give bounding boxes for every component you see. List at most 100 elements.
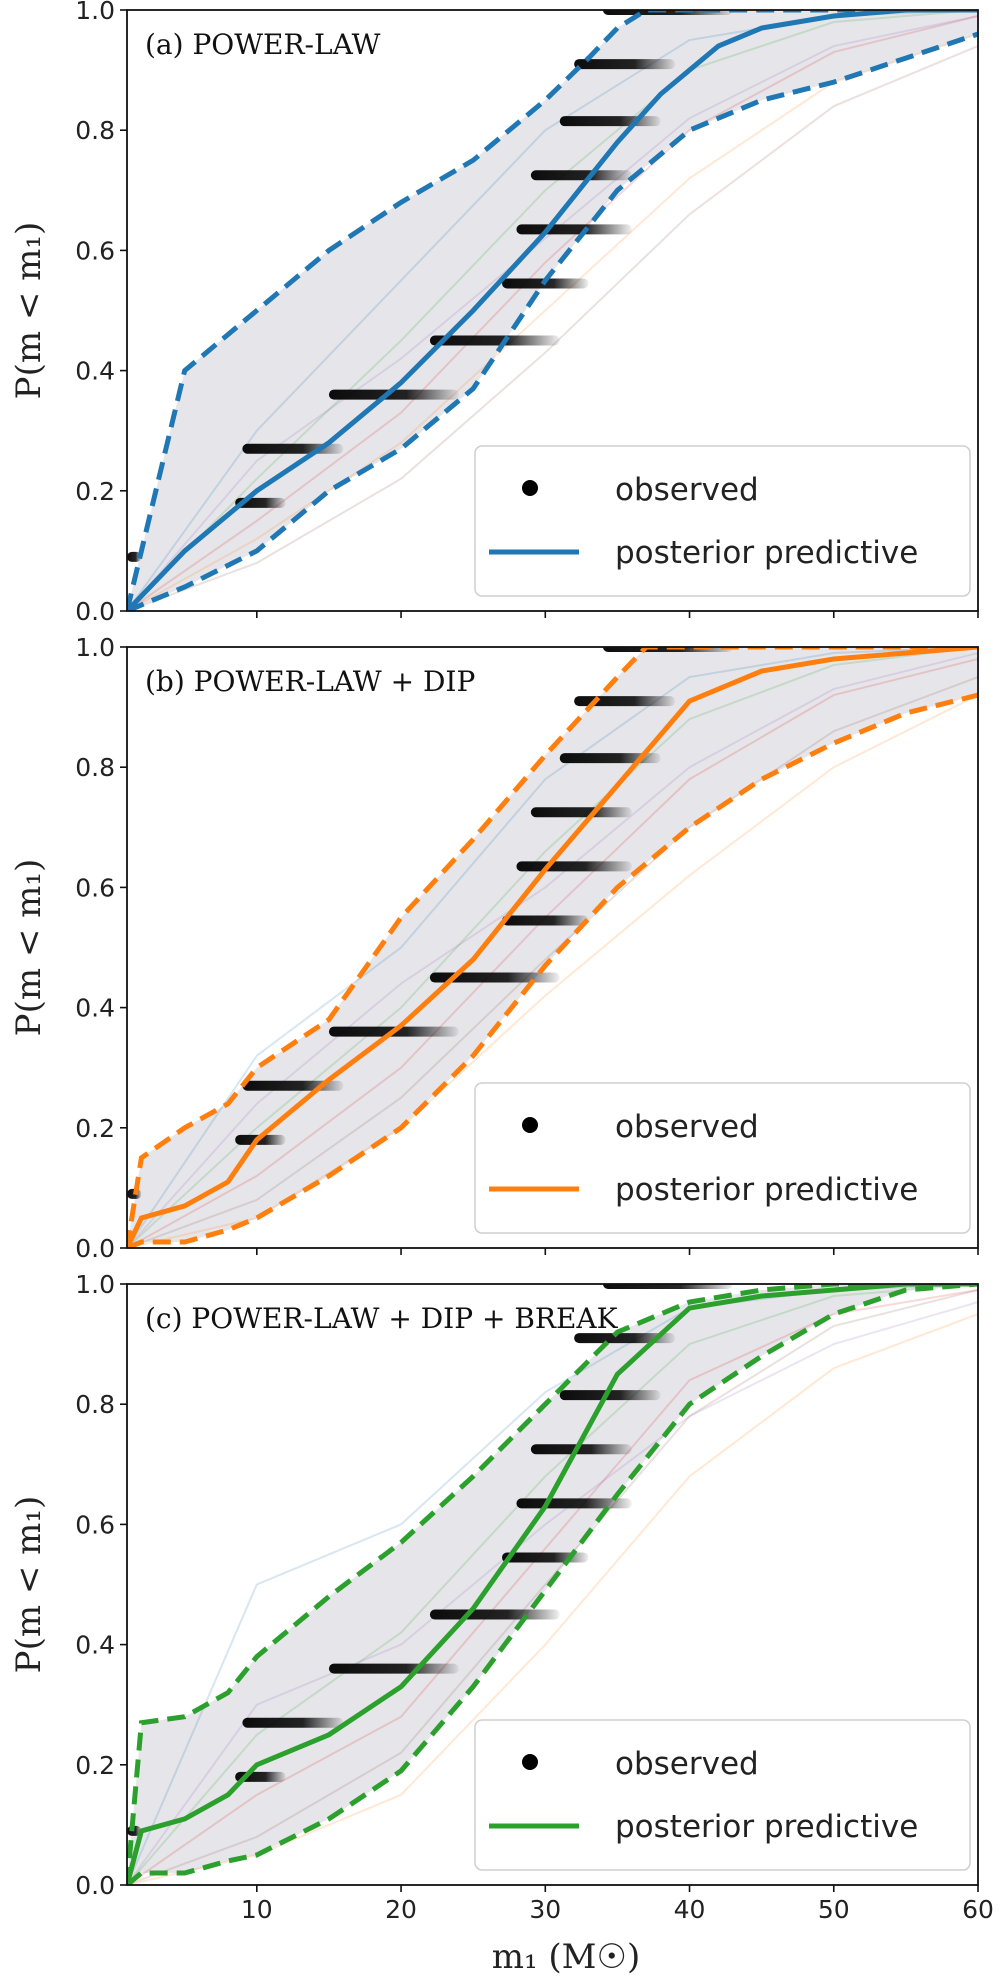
posterior-sample-curve	[127, 647, 978, 1248]
legend: observed posterior predictive	[474, 1719, 971, 1871]
observed-point	[559, 1390, 661, 1401]
x-tick: 60	[962, 1885, 994, 1924]
y-tick: 0.0	[75, 1871, 127, 1900]
posterior-lower-bound	[127, 1284, 978, 1885]
y-tick-label: 0.0	[75, 597, 115, 626]
panel-title: (b) POWER-LAW + DIP	[145, 665, 475, 698]
legend-box	[474, 1082, 971, 1234]
y-tick: 0.4	[75, 357, 127, 386]
observed-point	[602, 1284, 733, 1289]
observed-point	[242, 1717, 344, 1728]
posterior-sample-curve	[127, 676, 978, 1248]
legend: observed posterior predictive	[474, 445, 971, 597]
legend-posterior-label: posterior predictive	[615, 1809, 918, 1845]
y-tick-label: 0.6	[75, 1510, 115, 1539]
y-tick-label: 0.8	[75, 1390, 115, 1419]
y-axis-label: P(m < m₁)	[9, 222, 49, 400]
posterior-sample-curve	[127, 1301, 978, 1885]
posterior-lower-bound	[127, 31, 978, 611]
observed-point	[429, 972, 560, 983]
panel-title: (a) POWER-LAW	[145, 28, 381, 61]
posterior-upper-bound	[127, 10, 978, 611]
posterior-sample-curve	[127, 10, 978, 611]
y-tick-label: 0.2	[75, 477, 115, 506]
posterior-sample-curve	[127, 647, 978, 1248]
x-tick-label: 50	[818, 1895, 850, 1924]
observed-point	[328, 389, 459, 400]
panel-c: 0.0 0.2 0.4 0.6 0.8 1.0 10 20 30 40 50 60 P(m < m₁) (…	[9, 1270, 994, 1924]
x-axis-label: m₁ (M☉)	[492, 1937, 641, 1977]
legend-posterior-label: posterior predictive	[615, 1172, 918, 1208]
legend-observed-label: observed	[615, 472, 759, 508]
y-axis-label: P(m < m₁)	[9, 1496, 49, 1674]
posterior-sample-curve	[127, 15, 978, 611]
posterior-band	[127, 647, 978, 1248]
observed-point	[602, 10, 733, 15]
x-tick-label: 20	[385, 1895, 417, 1924]
legend: observed posterior predictive	[474, 1082, 971, 1234]
observed-point	[574, 1333, 676, 1344]
y-tick-label: 0.8	[75, 116, 115, 145]
posterior-sample-curve	[127, 1284, 978, 1885]
posterior-sample-curve	[127, 1289, 978, 1885]
y-tick: 1.0	[75, 1270, 127, 1299]
y-tick-label: 1.0	[75, 633, 115, 662]
y-tick-label: 1.0	[75, 1270, 115, 1299]
observed-point	[559, 116, 661, 127]
y-tick: 0.0	[75, 1234, 127, 1263]
x-tick-label: 10	[241, 1895, 273, 1924]
observed-point	[516, 224, 632, 235]
y-tick-label: 0.8	[75, 753, 115, 782]
y-tick-label: 0.0	[75, 1234, 115, 1263]
posterior-sample-curve	[127, 45, 978, 611]
y-tick: 1.0	[75, 0, 127, 25]
posterior-median-line	[127, 1284, 978, 1885]
posterior-median-line	[127, 647, 978, 1248]
posterior-sample-curve	[127, 1289, 978, 1885]
y-tick: 0.6	[75, 1510, 127, 1539]
panel-b: 0.0 0.2 0.4 0.6 0.8 1.0 P(m < m₁) (b) POWER-LAW…	[9, 633, 979, 1263]
observed-point	[127, 551, 142, 562]
x-tick: 40	[674, 1885, 706, 1924]
y-tick: 0.8	[75, 1390, 127, 1419]
y-tick-label: 0.6	[75, 873, 115, 902]
legend-box	[474, 445, 971, 597]
y-tick: 0.4	[75, 994, 127, 1023]
observed-point	[429, 1609, 560, 1620]
plot-frame	[126, 9, 979, 612]
y-tick-label: 1.0	[75, 0, 115, 25]
x-tick-label: 30	[529, 1895, 561, 1924]
y-tick: 1.0	[75, 633, 127, 662]
posterior-band	[127, 10, 978, 611]
y-tick-label: 0.4	[75, 994, 115, 1023]
y-tick-label: 0.4	[75, 1631, 115, 1660]
posterior-band	[127, 1284, 978, 1885]
x-tick: 20	[385, 1885, 417, 1924]
y-tick: 0.4	[75, 1631, 127, 1660]
panel-a: 0.0 0.2 0.4 0.6 0.8 1.0 P(m < m₁) (a) POWER-LAW…	[9, 0, 979, 626]
y-tick: 0.2	[75, 477, 127, 506]
y-tick: 0.6	[75, 873, 127, 902]
plot-frame	[126, 646, 979, 1249]
y-tick-label: 0.6	[75, 236, 115, 265]
legend-observed-marker	[522, 480, 538, 496]
x-tick: 50	[818, 1885, 850, 1924]
y-tick: 0.8	[75, 116, 127, 145]
x-tick-label: 40	[674, 1895, 706, 1924]
y-tick: 0.2	[75, 1751, 127, 1780]
y-tick-label: 0.4	[75, 357, 115, 386]
posterior-upper-bound	[127, 647, 978, 1248]
observed-point	[530, 807, 632, 818]
observed-point	[429, 335, 560, 346]
plot-frame	[126, 1283, 979, 1886]
y-tick-label: 0.2	[75, 1114, 115, 1143]
observed-point	[530, 170, 632, 181]
x-tick-label: 60	[962, 1895, 994, 1924]
panel-title: (c) POWER-LAW + DIP + BREAK	[145, 1302, 619, 1335]
observed-point	[516, 861, 632, 872]
posterior-lower-bound	[127, 692, 978, 1248]
posterior-sample-curve	[127, 15, 978, 611]
y-tick: 0.6	[75, 236, 127, 265]
posterior-upper-bound	[127, 1284, 978, 1885]
